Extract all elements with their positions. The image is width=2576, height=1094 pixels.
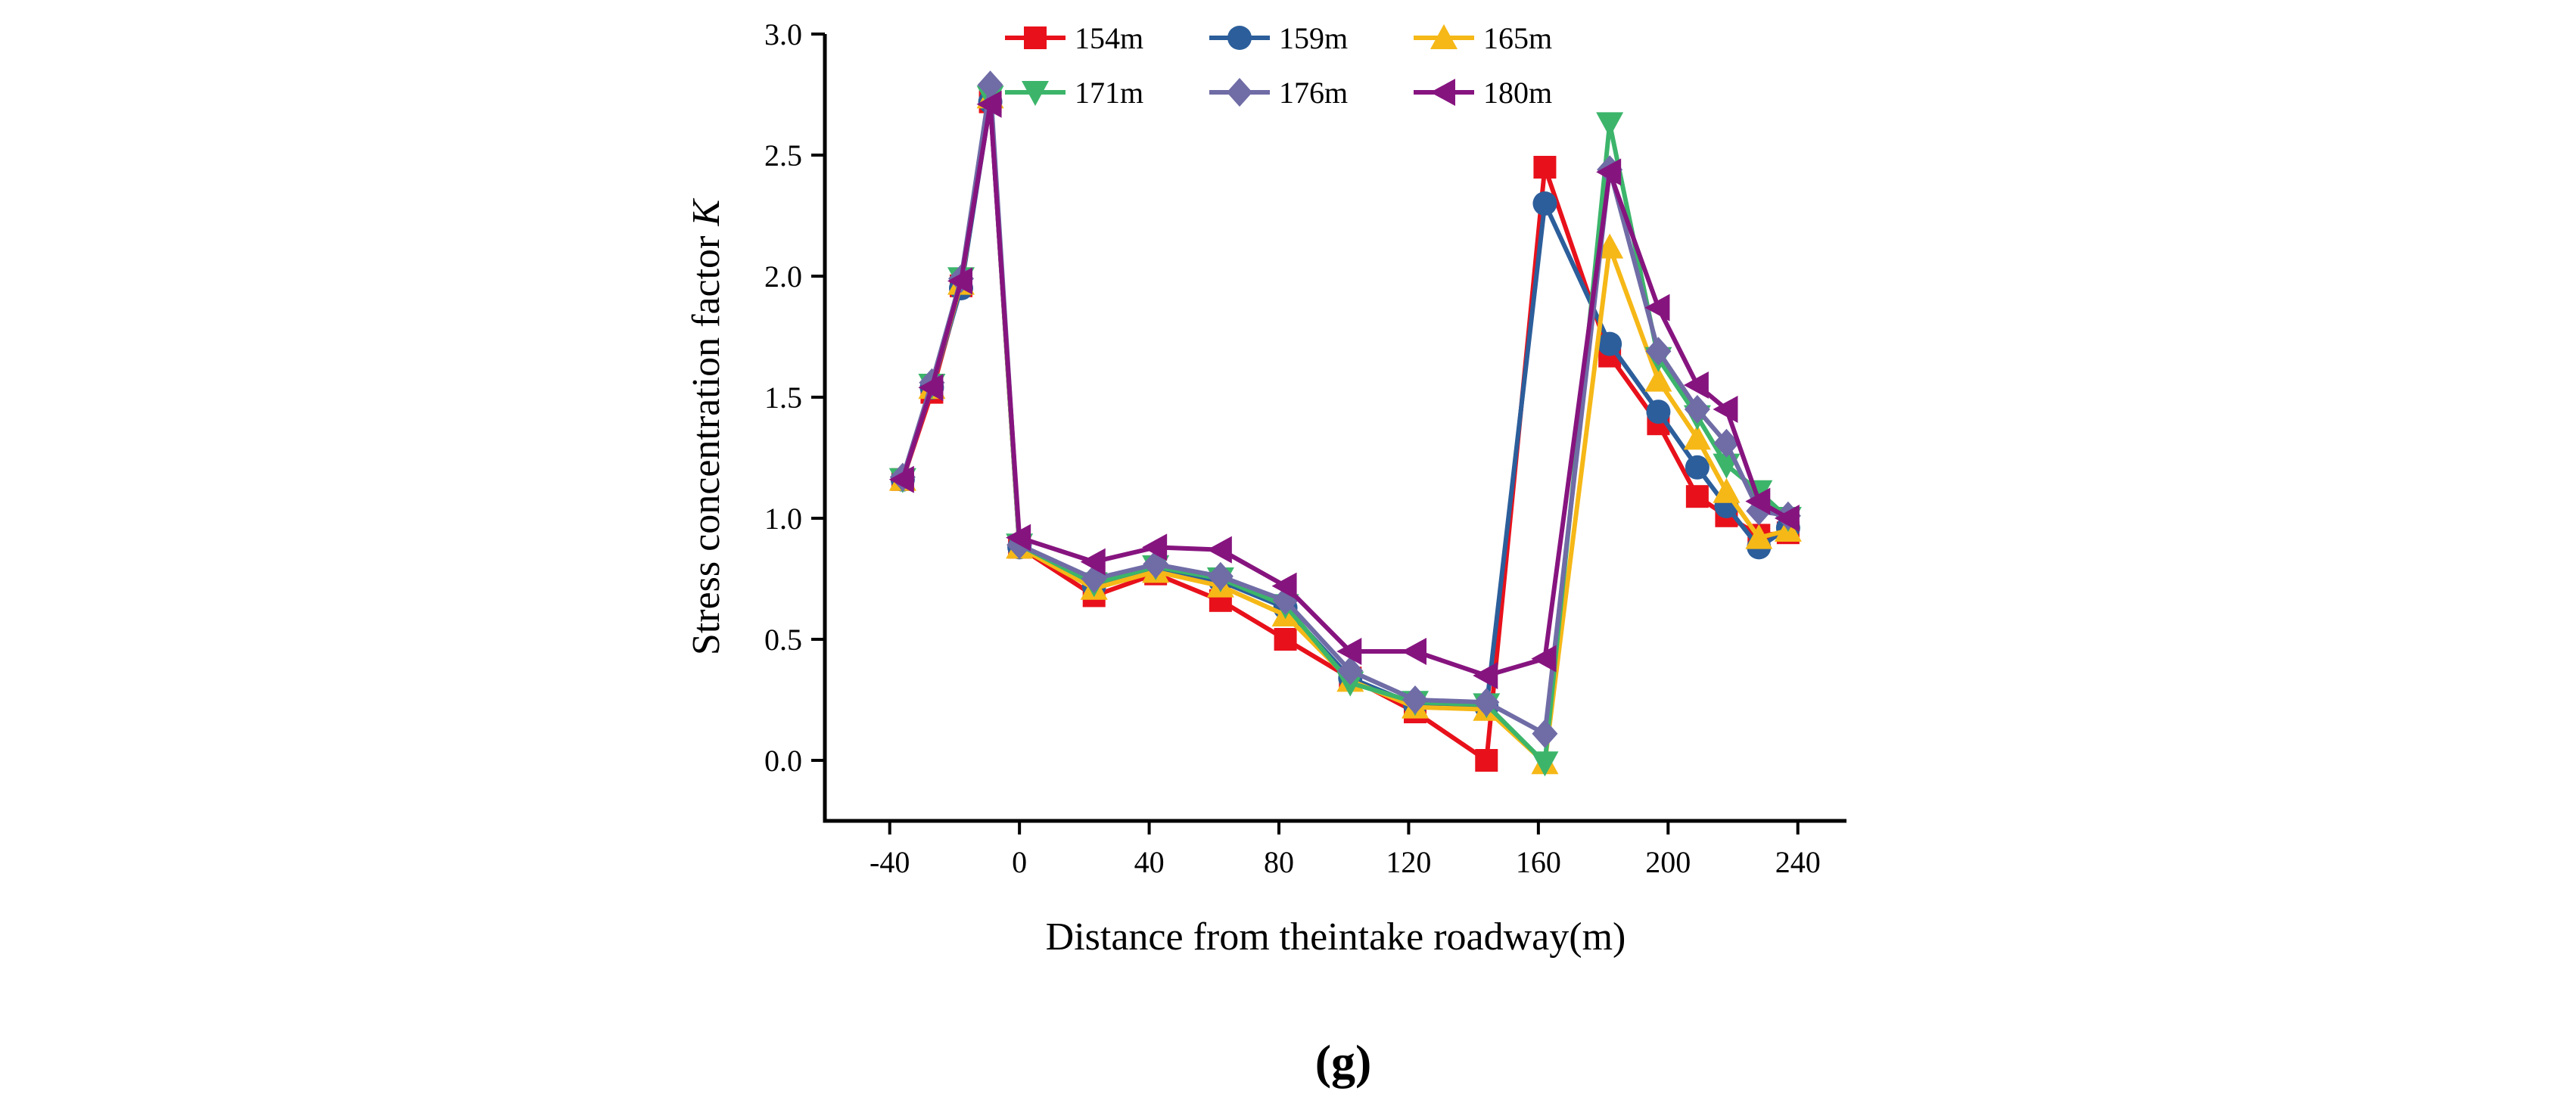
data-point-159m (1685, 455, 1710, 480)
data-point-180m (1336, 638, 1362, 665)
y-tick-label: 0.5 (764, 623, 802, 657)
y-tick-label: 1.5 (764, 381, 802, 415)
series-159m (890, 89, 1800, 719)
data-point-154m (1274, 628, 1297, 651)
data-point-176m (977, 70, 1003, 100)
data-point-159m (1646, 399, 1671, 424)
legend-item-159m: 159m (1209, 21, 1348, 55)
data-point-180m (1206, 536, 1232, 564)
y-tick-label: 3.0 (764, 17, 802, 51)
x-tick-label: 0 (1012, 845, 1027, 879)
data-point-176m (1207, 561, 1234, 591)
data-point-176m (1684, 395, 1710, 424)
data-point-165m (1596, 233, 1624, 259)
data-point-165m (1745, 524, 1773, 549)
data-point-180m (918, 374, 944, 402)
legend-label: 154m (1075, 21, 1143, 55)
figure-caption: (g) (1315, 1035, 1372, 1089)
legend-label: 180m (1483, 76, 1552, 110)
legend-marker (1227, 26, 1252, 50)
series-layer (888, 70, 1802, 777)
data-point-176m (1473, 688, 1500, 717)
y-axis-title-symbol: K (685, 198, 728, 227)
data-point-180m (976, 90, 1002, 118)
x-tick-label: 160 (1516, 845, 1561, 879)
legend-item-154m: 154m (1005, 21, 1143, 55)
data-point-165m (1683, 424, 1711, 450)
data-point-165m (1644, 366, 1672, 392)
legend-marker (1430, 79, 1455, 106)
legend-label: 165m (1483, 21, 1552, 55)
x-axis-title: Distance from theintake roadway(m) (1046, 915, 1626, 959)
y-axis-title-text: Stress concentration factor (685, 226, 728, 655)
data-point-180m (1596, 158, 1622, 186)
legend-marker (1227, 78, 1252, 107)
data-point-180m (1774, 505, 1800, 532)
data-point-176m (1402, 685, 1428, 714)
legend-marker (1022, 81, 1049, 106)
legend-item-180m: 180m (1414, 76, 1552, 110)
legend-item-165m: 165m (1414, 21, 1552, 55)
data-point-171m (1531, 751, 1559, 777)
data-point-154m (1685, 485, 1709, 508)
y-tick-label: 0.0 (764, 744, 802, 778)
y-tick-label: 2.5 (764, 138, 802, 172)
legend-marker (1430, 24, 1458, 49)
data-point-180m (888, 465, 914, 493)
y-tick-label: 1.0 (764, 502, 802, 536)
axes: 0.0 0.5 1.0 1.5 2.0 2.5 3.0 -40 0 40 80 120 160 200 24… (764, 17, 1846, 879)
data-point-159m (1532, 191, 1557, 216)
data-point-171m (1596, 112, 1624, 138)
legend-label: 171m (1075, 76, 1143, 110)
data-point-154m (1475, 749, 1498, 772)
x-tick-label: -40 (870, 845, 910, 879)
data-point-165m (1713, 477, 1741, 503)
data-point-180m (1006, 524, 1031, 552)
data-point-180m (1683, 371, 1709, 399)
data-point-180m (1271, 572, 1297, 600)
x-tick-label: 40 (1134, 845, 1165, 879)
series-180m (888, 90, 1800, 689)
legend-item-176m: 176m (1209, 76, 1348, 110)
data-point-180m (1142, 533, 1168, 561)
legend-item-171m: 171m (1005, 76, 1143, 110)
data-point-159m (1598, 331, 1622, 356)
data-point-180m (1531, 645, 1557, 673)
data-point-154m (1533, 156, 1557, 179)
legend: 154m 159m 165m 171m 176m 180m (1005, 21, 1552, 110)
x-tick-label: 200 (1645, 845, 1691, 879)
y-tick-label: 2.0 (764, 260, 802, 294)
data-point-176m (1713, 428, 1740, 458)
data-point-180m (1080, 548, 1106, 576)
legend-marker (1024, 26, 1047, 49)
x-tick-label: 240 (1775, 845, 1821, 879)
data-point-180m (1713, 396, 1738, 423)
data-point-180m (1473, 662, 1498, 689)
data-point-180m (947, 267, 972, 295)
data-point-180m (1644, 294, 1670, 322)
data-point-176m (1337, 656, 1364, 685)
data-point-180m (1745, 487, 1771, 515)
data-point-180m (1402, 638, 1426, 665)
data-point-176m (1645, 337, 1672, 366)
legend-label: 176m (1279, 76, 1348, 110)
data-point-176m (1532, 719, 1558, 748)
legend-label: 159m (1279, 21, 1348, 55)
y-axis-title: Stress concentration factor K (685, 198, 728, 655)
x-tick-label: 120 (1386, 845, 1431, 879)
x-tick-label: 80 (1264, 845, 1294, 879)
